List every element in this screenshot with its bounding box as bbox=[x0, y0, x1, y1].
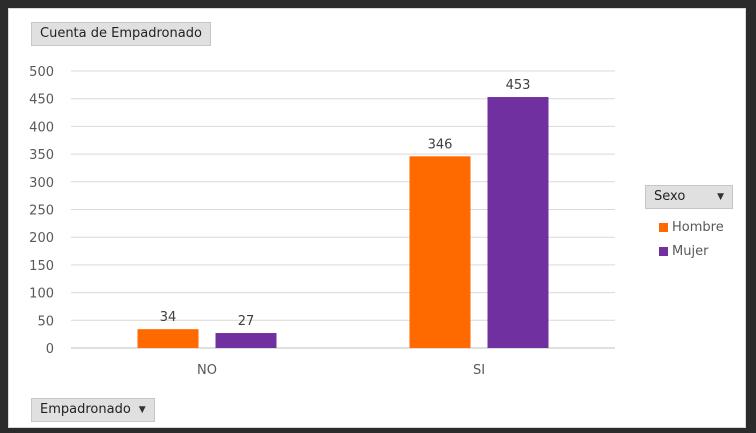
legend-swatch-mujer bbox=[659, 246, 668, 256]
y-tick-label: 50 bbox=[37, 314, 54, 329]
pivot-chart: 0 50 100 150 200 250 300 350 400 450 500 34 27 NO 346 4… bbox=[8, 8, 746, 428]
legend-item-hombre[interactable]: Hombre bbox=[659, 215, 745, 239]
y-tick-label: 200 bbox=[29, 231, 54, 246]
x-tick-label: SI bbox=[473, 363, 485, 378]
chevron-down-icon: ▼ bbox=[717, 192, 724, 202]
y-tick-label: 300 bbox=[29, 176, 54, 191]
data-label: 27 bbox=[238, 314, 255, 329]
bar-mujer-no bbox=[215, 333, 277, 348]
value-field-label: Cuenta de Empadronado bbox=[40, 26, 202, 41]
legend-field-label: Sexo bbox=[654, 189, 686, 204]
y-tick-label: 150 bbox=[29, 259, 54, 274]
chevron-down-icon: ▼ bbox=[138, 405, 146, 415]
y-tick-label: 500 bbox=[29, 65, 54, 80]
bar-hombre-no bbox=[137, 329, 199, 348]
legend-field-button[interactable]: Sexo ▼ bbox=[645, 185, 733, 209]
bar-hombre-si bbox=[409, 156, 471, 348]
legend: Sexo ▼ Hombre Mujer bbox=[645, 185, 745, 263]
y-tick-label: 400 bbox=[29, 120, 54, 135]
axis-field-button[interactable]: Empadronado ▼ bbox=[31, 398, 155, 422]
legend-label-hombre: Hombre bbox=[672, 219, 724, 235]
y-tick-label: 450 bbox=[29, 93, 54, 108]
chart-plot-area: 0 50 100 150 200 250 300 350 400 450 500 34 27 NO 346 4… bbox=[29, 65, 615, 378]
y-tick-label: 350 bbox=[29, 148, 54, 163]
x-tick-label: NO bbox=[197, 363, 217, 378]
legend-item-mujer[interactable]: Mujer bbox=[659, 239, 745, 263]
bar-mujer-si bbox=[487, 97, 549, 349]
data-label: 34 bbox=[160, 310, 177, 325]
y-tick-label: 0 bbox=[46, 342, 54, 357]
data-label: 453 bbox=[506, 78, 531, 93]
data-label: 346 bbox=[428, 137, 453, 152]
legend-swatch-hombre bbox=[659, 222, 668, 232]
y-tick-label: 250 bbox=[29, 204, 54, 219]
value-field-button[interactable]: Cuenta de Empadronado bbox=[31, 22, 211, 46]
y-tick-label: 100 bbox=[29, 287, 54, 302]
axis-field-label: Empadronado bbox=[40, 402, 131, 417]
legend-label-mujer: Mujer bbox=[672, 243, 709, 259]
